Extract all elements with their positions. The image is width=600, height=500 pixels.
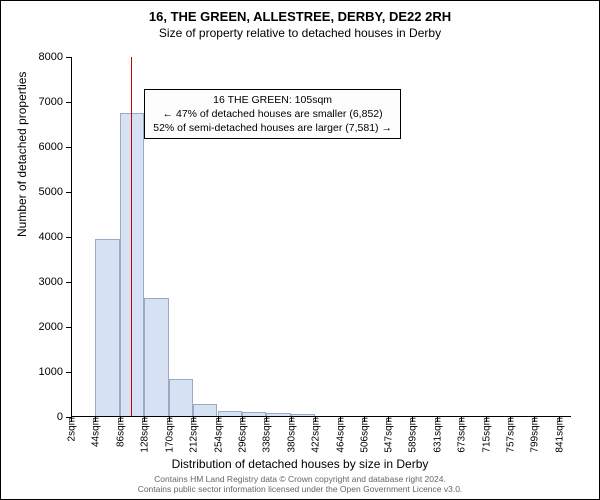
xtick-label: 464sqm [333, 417, 346, 453]
y-axis-line [71, 57, 72, 417]
histogram-bar [120, 113, 144, 417]
xtick-label: 2sqm [65, 417, 78, 441]
ytick-label: 3000 [39, 276, 71, 288]
xtick-label: 86sqm [113, 417, 126, 447]
chart-container: 16, THE GREEN, ALLESTREE, DERBY, DE22 2R… [0, 0, 600, 500]
x-axis-label: Distribution of detached houses by size … [1, 457, 599, 471]
ytick-label: 7000 [39, 96, 71, 108]
xtick-label: 212sqm [187, 417, 200, 453]
xtick-label: 757sqm [503, 417, 516, 453]
xtick-label: 506sqm [358, 417, 371, 453]
xtick-label: 422sqm [309, 417, 322, 453]
reference-line [131, 57, 132, 417]
ytick-label: 8000 [39, 51, 71, 63]
annotation-box: 16 THE GREEN: 105sqm← 47% of detached ho… [144, 89, 401, 140]
xtick-label: 128sqm [138, 417, 151, 453]
chart-title-main: 16, THE GREEN, ALLESTREE, DERBY, DE22 2R… [1, 1, 599, 24]
xtick-label: 170sqm [162, 417, 175, 453]
xtick-label: 589sqm [406, 417, 419, 453]
xtick-label: 44sqm [89, 417, 102, 447]
plot-area: 0100020003000400050006000700080002sqm44s… [71, 57, 571, 417]
annotation-line: ← 47% of detached houses are smaller (6,… [153, 107, 392, 121]
annotation-line: 16 THE GREEN: 105sqm [153, 93, 392, 107]
ytick-label: 5000 [39, 186, 71, 198]
histogram-bar [95, 239, 119, 417]
ytick-label: 2000 [39, 321, 71, 333]
xtick-label: 841sqm [552, 417, 565, 453]
xtick-label: 380sqm [284, 417, 297, 453]
xtick-label: 338sqm [260, 417, 273, 453]
xtick-label: 799sqm [528, 417, 541, 453]
histogram-bar [169, 379, 193, 417]
footnote-line2: Contains public sector information licen… [1, 485, 599, 495]
xtick-label: 715sqm [479, 417, 492, 453]
ytick-label: 4000 [39, 231, 71, 243]
histogram-bar [144, 298, 168, 417]
x-axis-line [71, 416, 571, 417]
ytick-label: 1000 [39, 366, 71, 378]
y-axis-label: Number of detached properties [15, 72, 29, 237]
xtick-label: 547sqm [381, 417, 394, 453]
xtick-label: 631sqm [430, 417, 443, 453]
xtick-label: 673sqm [455, 417, 468, 453]
xtick-label: 296sqm [235, 417, 248, 453]
ytick-label: 6000 [39, 141, 71, 153]
footnote: Contains HM Land Registry data © Crown c… [1, 475, 599, 495]
xtick-label: 254sqm [211, 417, 224, 453]
annotation-line: 52% of semi-detached houses are larger (… [153, 121, 392, 135]
chart-title-sub: Size of property relative to detached ho… [1, 24, 599, 40]
